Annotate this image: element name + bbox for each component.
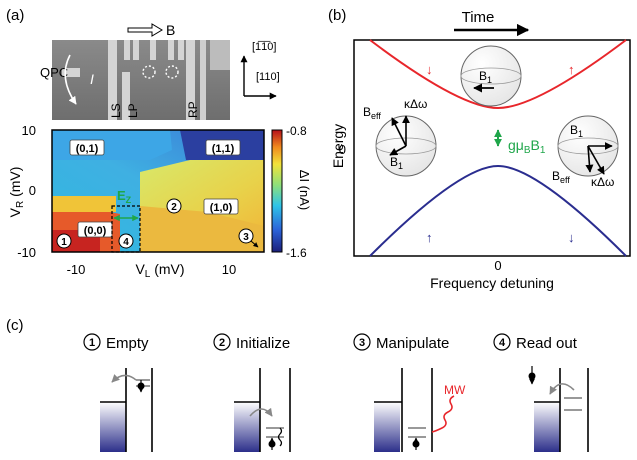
b-field-arrow xyxy=(127,23,163,37)
right-kdw-label: κΔω xyxy=(591,175,614,189)
left-beff-label: Beff xyxy=(363,105,381,121)
mw-label: MW xyxy=(444,383,466,397)
svg-text:1: 1 xyxy=(89,337,95,349)
y-tick-bottom: -10 xyxy=(17,245,36,260)
left-kdw-label: κΔω xyxy=(404,97,427,111)
svg-text:Empty: Empty xyxy=(106,335,149,352)
step-4-diagram xyxy=(528,366,589,452)
lower-left-spin: ↑ xyxy=(426,230,433,245)
right-dot-circle xyxy=(165,65,179,79)
detuning-axis-title: Frequency detuning xyxy=(430,275,554,291)
svg-text:(0,1): (0,1) xyxy=(76,143,99,155)
svg-text:Initialize: Initialize xyxy=(236,335,290,352)
right-bloch-sphere xyxy=(557,115,619,177)
current-label: I xyxy=(90,71,94,87)
left-dot-circle xyxy=(142,65,156,79)
panel-c-label: (c) xyxy=(6,317,24,334)
marker-2: 2 xyxy=(166,198,182,214)
svg-text:2: 2 xyxy=(219,337,225,349)
map-x-title: VL (mV) xyxy=(135,261,184,280)
colorbar xyxy=(271,129,283,253)
step-2-diagram xyxy=(234,368,291,452)
charge-state-1-1: (1,1) xyxy=(205,139,241,156)
panel-a-label: (a) xyxy=(6,7,24,24)
step-2-header: 2 Initialize xyxy=(213,333,290,352)
svg-text:2: 2 xyxy=(171,202,177,213)
energy-axis-title: Energy xyxy=(330,124,346,168)
svg-text:Read out: Read out xyxy=(516,335,578,352)
x-tick-left: -10 xyxy=(67,262,86,277)
colorbar-tick-top: -0.8 xyxy=(286,124,307,138)
crystal-axes-icon xyxy=(240,55,277,100)
svg-text:Manipulate: Manipulate xyxy=(376,335,449,352)
lower-right-spin: ↓ xyxy=(568,230,575,245)
energy-plot-frame xyxy=(353,39,631,257)
colorbar-tick-bottom: -1.6 xyxy=(286,246,307,260)
charge-state-0-0: (0,0) xyxy=(77,221,113,238)
qpc-label: QPC xyxy=(40,65,68,80)
step-1-diagram xyxy=(100,368,153,452)
charge-state-0-1: (0,1) xyxy=(69,139,105,156)
axis-up-label: [1̅1̅0] xyxy=(252,41,276,53)
upper-left-spin: ↓ xyxy=(426,62,433,77)
current-arrow xyxy=(64,54,77,105)
detuning-zero-tick: 0 xyxy=(494,258,501,273)
axis-right-label: [110] xyxy=(256,71,280,83)
charge-state-1-0: (1,0) xyxy=(203,198,239,215)
step-3-diagram: MW xyxy=(374,368,466,452)
gate-label-ls: LS xyxy=(109,103,123,118)
marker-1: 1 xyxy=(56,233,72,249)
svg-text:4: 4 xyxy=(123,237,129,248)
energy-zero-tick: 0 xyxy=(339,142,346,157)
lower-branch xyxy=(369,164,627,257)
colorbar-title: ΔI (nA) xyxy=(297,170,312,210)
svg-text:(1,0): (1,0) xyxy=(210,202,233,214)
zeeman-window xyxy=(111,205,141,253)
step-4-header: 4 Read out xyxy=(493,333,578,352)
b-field-label: B xyxy=(166,22,175,38)
upper-right-spin: ↑ xyxy=(568,62,575,77)
sem-image xyxy=(52,40,230,120)
marker-4: 4 xyxy=(118,233,134,249)
svg-text:4: 4 xyxy=(499,337,506,349)
center-bloch-sphere xyxy=(460,45,522,107)
left-bloch-sphere xyxy=(375,115,437,177)
gap-label: gμBB1 xyxy=(508,137,546,156)
step-1-header: 1 Empty xyxy=(83,333,149,352)
panel-b-label: (b) xyxy=(328,7,346,24)
svg-text:3: 3 xyxy=(359,337,365,349)
svg-text:(1,1): (1,1) xyxy=(212,143,235,155)
marker-3: 3 xyxy=(238,228,254,244)
y-tick-top: 10 xyxy=(22,123,36,138)
gate-label-lp: LP xyxy=(126,103,140,118)
time-label: Time xyxy=(462,9,495,26)
step-3-header: 3 Manipulate xyxy=(353,333,449,352)
upper-branch xyxy=(369,39,627,110)
svg-text:3: 3 xyxy=(243,232,249,243)
marker-3-arrow xyxy=(250,240,259,248)
gate-label-rp: RP xyxy=(186,101,200,118)
x-tick-right: 10 xyxy=(222,262,236,277)
right-beff-label: Beff xyxy=(552,169,570,185)
svg-text:(0,0): (0,0) xyxy=(84,225,107,237)
svg-text:1: 1 xyxy=(61,237,67,248)
y-tick-mid: 0 xyxy=(29,183,36,198)
map-y-title: VR (mV) xyxy=(7,167,26,218)
